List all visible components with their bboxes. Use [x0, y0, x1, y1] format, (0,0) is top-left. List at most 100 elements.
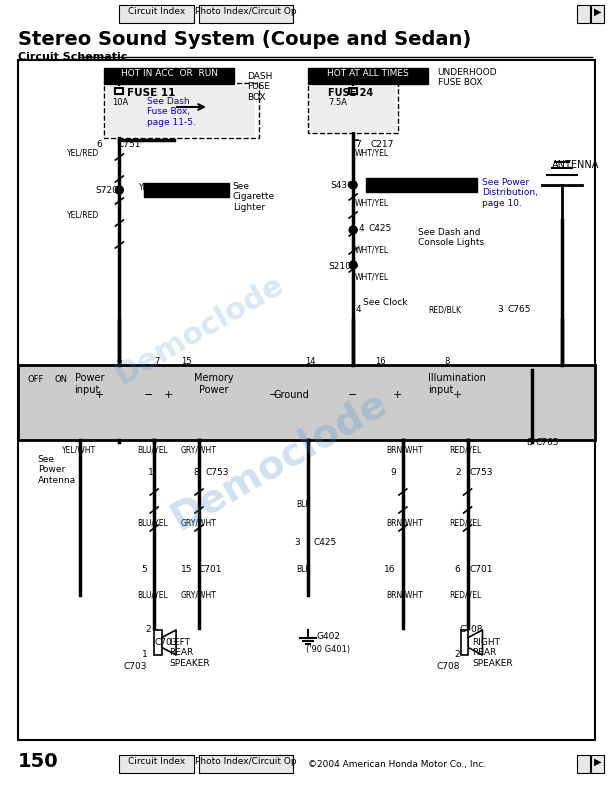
Text: S720: S720	[95, 186, 118, 195]
Bar	[199, 5, 294, 23]
Text: C703: C703	[124, 662, 147, 671]
Text: GRY/WHT: GRY/WHT	[181, 445, 217, 454]
Text: 16: 16	[375, 357, 386, 366]
Text: 4: 4	[355, 305, 360, 314]
Text: RED/YEL: RED/YEL	[450, 518, 482, 527]
Text: WHT/YEL: WHT/YEL	[355, 245, 389, 254]
Text: 16: 16	[384, 565, 396, 574]
Bar	[18, 365, 595, 440]
Text: GRY/WHT: GRY/WHT	[181, 518, 217, 527]
Text: BLU/YEL: BLU/YEL	[137, 445, 168, 454]
Bar	[108, 86, 255, 136]
Text: BLU/YEL: BLU/YEL	[137, 518, 168, 527]
Bar	[144, 183, 229, 197]
Text: 15: 15	[181, 357, 192, 366]
Text: 9: 9	[390, 468, 396, 477]
Text: Illumination
input: Illumination input	[428, 373, 486, 394]
Text: YEL/RED: YEL/RED	[67, 148, 99, 157]
Text: Democlode: Democlode	[164, 383, 394, 537]
Bar	[308, 68, 428, 84]
Polygon shape	[162, 630, 176, 655]
Text: S436: S436	[330, 181, 353, 190]
Bar	[308, 83, 398, 133]
Text: 10A: 10A	[113, 98, 129, 107]
Text: +: +	[164, 390, 174, 400]
Text: See
Cigarette
Lighter: See Cigarette Lighter	[233, 182, 275, 211]
Text: WHT/YEL: WHT/YEL	[355, 148, 389, 157]
Text: Power
input: Power input	[75, 373, 104, 394]
Text: 1: 1	[149, 468, 154, 477]
Text: Photo Index/Circuit Op: Photo Index/Circuit Op	[195, 7, 297, 16]
Text: 7.5A: 7.5A	[328, 98, 347, 107]
Text: 8: 8	[193, 468, 199, 477]
Text: 2: 2	[454, 650, 460, 659]
Text: +: +	[393, 390, 402, 400]
Text: Democlode: Democlode	[110, 270, 289, 390]
Text: +: +	[453, 390, 462, 400]
Text: 6: 6	[116, 357, 122, 366]
Text: FUSE 11: FUSE 11	[127, 88, 176, 98]
Text: RIGHT
REAR
SPEAKER: RIGHT REAR SPEAKER	[472, 638, 513, 668]
Text: C217: C217	[370, 140, 394, 149]
Text: 7: 7	[355, 140, 361, 149]
Bar	[366, 178, 477, 192]
Text: YEL/RED: YEL/RED	[140, 182, 171, 191]
Text: ANTENNA: ANTENNA	[552, 160, 600, 170]
Text: 6: 6	[97, 140, 102, 149]
Text: RED/YEL: RED/YEL	[450, 445, 482, 454]
Text: OFF: OFF	[28, 375, 44, 384]
Bar	[349, 88, 357, 93]
Text: 150: 150	[18, 752, 59, 771]
Text: See
Power
Antenna: See Power Antenna	[38, 455, 76, 485]
Bar	[577, 755, 590, 773]
Bar	[116, 88, 124, 93]
Text: 15: 15	[181, 565, 192, 574]
Text: HOT AT ALL TIMES: HOT AT ALL TIMES	[327, 69, 409, 78]
Text: RED/YEL: RED/YEL	[450, 590, 482, 599]
Text: RED/BLK: RED/BLK	[428, 305, 461, 314]
Text: FUSE 24: FUSE 24	[328, 88, 373, 98]
Text: See Power
Distribution,
page 10.: See Power Distribution, page 10.	[482, 178, 539, 208]
Text: C708: C708	[436, 662, 460, 671]
Bar	[310, 86, 396, 132]
Bar	[18, 60, 595, 740]
Text: C751: C751	[118, 140, 141, 149]
Text: ▶: ▶	[594, 757, 602, 767]
Text: 1: 1	[141, 650, 147, 659]
Circle shape	[349, 226, 357, 234]
Text: C425: C425	[368, 224, 391, 233]
Text: C425: C425	[313, 538, 337, 547]
Text: G402: G402	[316, 632, 340, 641]
Text: −: −	[269, 390, 278, 400]
Text: GRY/WHT: GRY/WHT	[181, 590, 217, 599]
Text: S210: S210	[328, 262, 351, 271]
Text: C703: C703	[154, 638, 177, 647]
Text: C765: C765	[535, 438, 559, 447]
Bar	[154, 630, 162, 655]
Text: Stereo Sound System (Coupe and Sedan): Stereo Sound System (Coupe and Sedan)	[18, 30, 471, 49]
Text: C701: C701	[469, 565, 493, 574]
Text: 14: 14	[305, 357, 316, 366]
Bar	[577, 5, 590, 23]
Bar	[105, 83, 259, 138]
Text: −: −	[348, 390, 357, 400]
Text: Circuit Index: Circuit Index	[127, 757, 185, 766]
Bar	[119, 5, 194, 23]
Text: C753: C753	[206, 468, 230, 477]
Circle shape	[349, 181, 357, 189]
Circle shape	[116, 186, 124, 194]
Text: C765: C765	[507, 305, 531, 314]
Text: BLK: BLK	[296, 500, 311, 509]
Text: ©2004 American Honda Motor Co., Inc.: ©2004 American Honda Motor Co., Inc.	[308, 760, 487, 769]
Text: Memory
Power: Memory Power	[194, 373, 234, 394]
Text: 8: 8	[445, 357, 450, 366]
Text: Ground: Ground	[274, 390, 309, 400]
Text: 6: 6	[455, 565, 461, 574]
Text: 4: 4	[358, 224, 364, 233]
Polygon shape	[468, 630, 482, 655]
Text: YEL/WHT: YEL/WHT	[62, 445, 96, 454]
Text: YEL/RED: YEL/RED	[67, 210, 99, 219]
Bar	[119, 755, 194, 773]
Text: BLK: BLK	[296, 565, 311, 574]
Text: WHT/YEL: WHT/YEL	[355, 198, 389, 207]
